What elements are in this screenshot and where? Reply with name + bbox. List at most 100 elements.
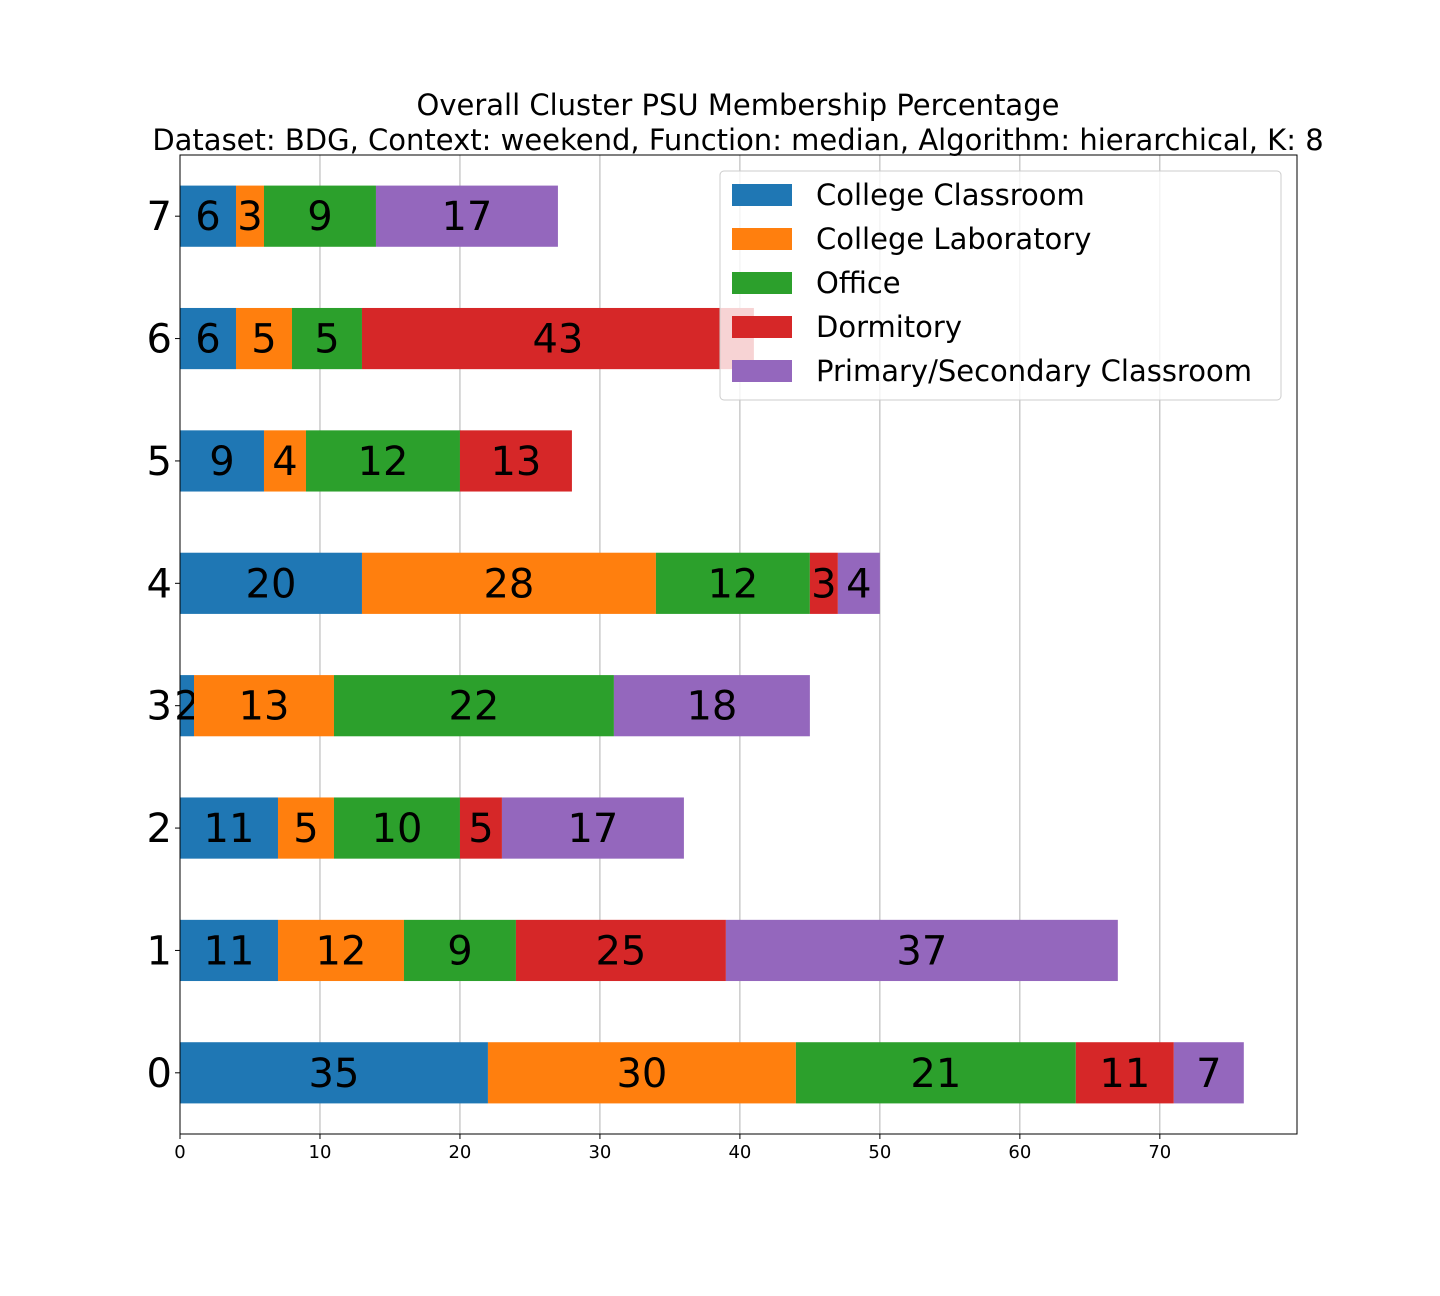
bar-segment [180, 185, 236, 247]
bar-value-label: 28 [483, 561, 534, 607]
bar-segment [180, 797, 278, 859]
bar-value-label: 6 [195, 194, 220, 240]
bar-value-label: 12 [707, 561, 758, 607]
bar-segment [180, 1042, 488, 1104]
x-tick-label: 20 [448, 1142, 471, 1163]
x-tick-label: 70 [1148, 1142, 1171, 1163]
bar-segment [333, 797, 460, 859]
bar-segment [235, 185, 264, 247]
bar-segment [193, 675, 334, 737]
bar-segment [487, 1042, 796, 1104]
bar-segment [613, 675, 810, 737]
bar-value-label: 43 [532, 317, 583, 363]
bar-segment [403, 919, 516, 982]
bar-value-label: 17 [567, 806, 618, 852]
bar-segment [515, 919, 726, 982]
bar-segment [333, 675, 614, 737]
chart-title: Overall Cluster PSU Membership Percentag… [417, 88, 1060, 122]
legend-entry-label: Dormitory [816, 310, 962, 344]
bar-value-label: 5 [314, 317, 339, 363]
bar-segment [180, 919, 278, 982]
bar-value-label: 12 [358, 439, 409, 485]
bar-value-label: 30 [616, 1051, 667, 1097]
y-tick-label: 4 [147, 561, 172, 607]
legend-entry-label: Primary/Secondary Classroom [816, 354, 1252, 388]
y-tick-label: 3 [147, 684, 172, 730]
legend-entry-label: College Classroom [816, 178, 1085, 212]
bar-segment [263, 430, 306, 492]
bar-segment [291, 307, 362, 370]
bar-value-label: 4 [272, 439, 297, 485]
bar-segment [263, 185, 376, 247]
bar-segment [361, 307, 754, 370]
bar-segment [795, 1042, 1076, 1104]
bar-value-label: 9 [307, 194, 332, 240]
legend-swatch [732, 184, 792, 206]
bar-segment [809, 552, 838, 614]
bar-segment [361, 552, 656, 614]
bar-value-label: 37 [896, 928, 947, 974]
bar-value-label: 9 [209, 439, 234, 485]
y-tick-label: 1 [147, 928, 172, 974]
x-tick-label: 30 [588, 1142, 611, 1163]
bar-value-label: 5 [468, 806, 493, 852]
bar-segment [180, 552, 362, 614]
legend-entry-label: Office [816, 266, 901, 300]
bar-value-label: 7 [1196, 1051, 1221, 1097]
bar-value-label: 35 [309, 1051, 360, 1097]
bar-value-label: 11 [204, 928, 255, 974]
bar-segment [459, 430, 572, 492]
bars: 3511112209663012513284532191022121259112… [174, 185, 1244, 1104]
bar-segment [501, 797, 684, 859]
bar-segment [1173, 1042, 1244, 1104]
bar-value-label: 9 [447, 928, 472, 974]
bar-segment [1075, 1042, 1174, 1104]
y-tick-label: 5 [147, 439, 172, 485]
y-tick-label: 6 [147, 317, 172, 363]
bar-value-label: 17 [441, 194, 492, 240]
x-tick-label: 0 [174, 1142, 185, 1163]
bar-value-label: 18 [686, 684, 737, 730]
x-tick-label: 60 [1008, 1142, 1031, 1163]
bar-value-label: 5 [251, 317, 276, 363]
bar-segment [655, 552, 810, 614]
legend-swatch [732, 272, 792, 294]
bar-value-label: 13 [490, 439, 541, 485]
chart-subtitle: Dataset: BDG, Context: weekend, Function… [152, 123, 1323, 157]
x-tick-label: 10 [309, 1142, 332, 1163]
bar-value-label: 6 [195, 317, 220, 363]
bar-value-label: 25 [595, 928, 646, 974]
bar-segment [725, 919, 1118, 982]
bar-value-label: 3 [811, 561, 836, 607]
legend-swatch [732, 228, 792, 250]
plot-frame [179, 154, 1298, 1135]
bar-value-label: 4 [846, 561, 871, 607]
bar-value-label: 5 [293, 806, 318, 852]
y-tick-label: 7 [147, 194, 172, 240]
legend-entry-label: College Laboratory [816, 222, 1091, 256]
bar-value-label: 13 [239, 684, 290, 730]
legend-swatch [732, 360, 792, 382]
bar-value-label: 3 [237, 194, 262, 240]
legend-box [719, 170, 1282, 401]
bar-segment [180, 675, 194, 737]
bar-segment [305, 430, 460, 492]
bar-value-label: 12 [316, 928, 367, 974]
bar-value-label: 22 [448, 684, 499, 730]
bar-segment [180, 430, 264, 492]
bar-segment [180, 307, 236, 370]
legend: College Classroom College Laboratory Offic… [719, 170, 1282, 401]
bar-segment [459, 797, 502, 859]
bar-value-label: 10 [372, 806, 423, 852]
bar-segment [277, 797, 334, 859]
y-tick-label: 0 [147, 1051, 172, 1097]
y-tick-label: 2 [147, 806, 172, 852]
bar-segment [277, 919, 404, 982]
bar-segment [837, 552, 880, 614]
x-tick-label: 40 [728, 1142, 751, 1163]
bar-value-label: 20 [246, 561, 297, 607]
bar-value-label: 21 [910, 1051, 961, 1097]
bar-value-label: 11 [1099, 1051, 1150, 1097]
